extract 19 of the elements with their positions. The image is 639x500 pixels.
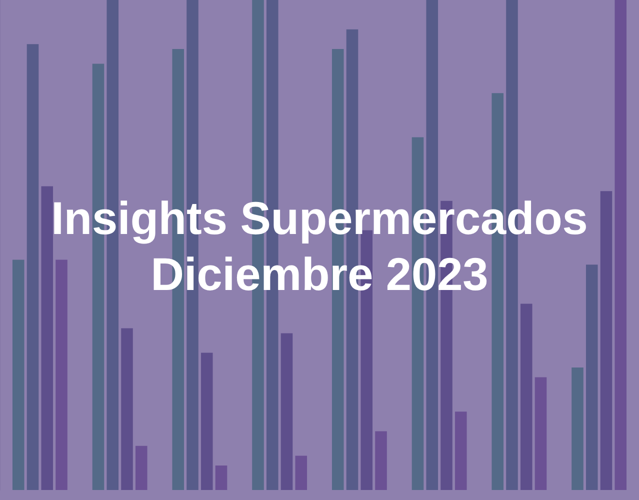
- bar: [135, 446, 148, 490]
- bar: [614, 0, 627, 490]
- bar: [26, 44, 39, 490]
- bar: [375, 431, 387, 490]
- bar: [41, 186, 54, 490]
- bar: [121, 328, 133, 490]
- bar: [215, 466, 228, 490]
- bar: [572, 368, 584, 490]
- bar: [56, 260, 68, 490]
- bar: [295, 456, 308, 490]
- bar: [280, 333, 293, 490]
- bar: [586, 264, 598, 490]
- bar: [534, 377, 547, 490]
- text: Insights Supermercados Diciembre 2023: [50, 191, 589, 302]
- bar: [200, 352, 213, 490]
- bar: [600, 191, 612, 490]
- bar: [12, 260, 24, 490]
- bar: [520, 304, 532, 490]
- bar: [454, 412, 467, 490]
